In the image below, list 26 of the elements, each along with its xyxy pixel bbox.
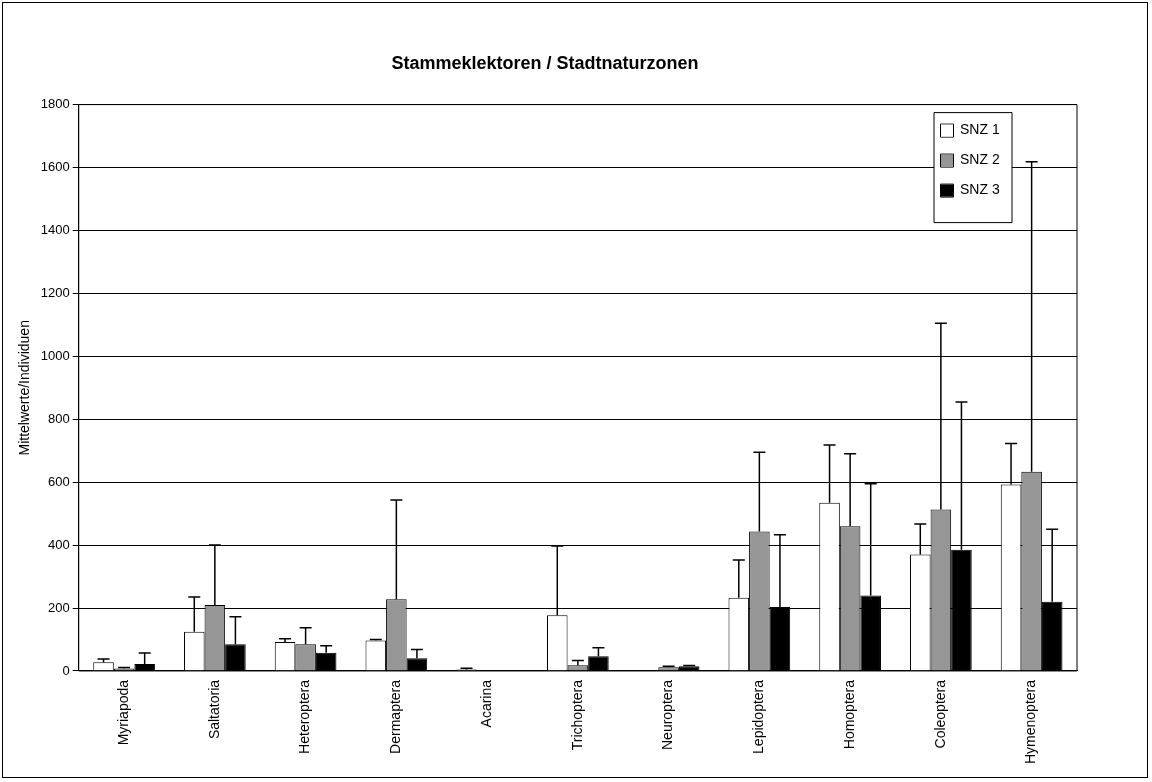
y-tick-label: 1800 [40,96,70,112]
x-tick-label: Myriapoda [114,679,131,746]
y-tick-label: 400 [48,536,70,552]
x-tick-label: Coleoptera [931,679,948,749]
y-tick-label: 0 [62,662,70,678]
legend-label: SNZ 2 [960,151,1000,168]
legend-label: SNZ 1 [960,121,1000,138]
x-tick-label: Heteroptera [296,679,313,754]
chart-title: Stammeklektoren / Stadtnaturzonen [391,52,699,73]
y-tick-label: 200 [48,599,70,615]
x-tick-label: Homoptera [840,679,857,750]
x-tick-label: Lepidoptera [750,679,767,754]
x-tick-label: Acarina [477,679,494,728]
y-axis-title: Mittelwerte/Individuen [16,320,33,456]
y-tick-label: 1200 [40,284,70,300]
y-tick-label: 1000 [40,347,70,363]
x-tick-label: Hymenoptera [1022,679,1039,765]
y-tick-label: 1400 [40,222,70,238]
legend-label: SNZ 3 [960,181,1000,198]
x-tick-label: Trichoptera [568,679,585,751]
x-tick-label: Dermaptera [387,679,404,754]
y-tick-label: 1600 [40,159,70,175]
x-tick-label: Neuroptera [659,679,676,751]
y-tick-label: 800 [48,410,70,426]
x-tick-label: Saltatoria [205,679,222,740]
y-tick-label: 600 [48,473,70,489]
